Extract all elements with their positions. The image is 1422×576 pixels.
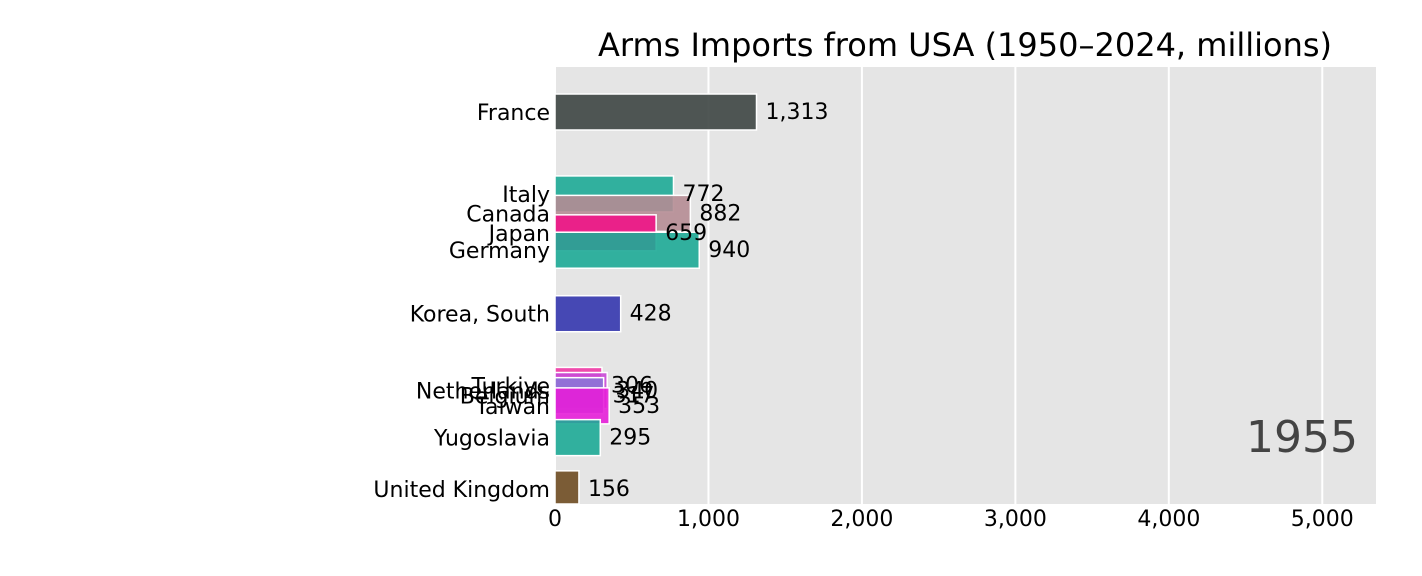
value-label: 340 <box>616 379 658 404</box>
bars-group <box>554 93 758 505</box>
category-label: Turkiye <box>471 374 551 399</box>
value-label: 1,313 <box>765 100 828 125</box>
category-label: Belgium <box>460 385 550 410</box>
x-axis-ticks: 0 1,000 2,000 3,000 4,000 5,000 <box>548 507 1354 532</box>
bar <box>554 231 701 269</box>
value-label: 156 <box>588 477 630 502</box>
value-label: 772 <box>682 182 724 207</box>
value-label: 353 <box>618 394 660 419</box>
chart-title: Arms Imports from USA (1950–2024, millio… <box>598 26 1332 64</box>
category-label: Japan <box>487 222 550 247</box>
bar <box>554 418 602 457</box>
category-label: Taiwan <box>474 395 550 420</box>
year-label: 1955 <box>1246 412 1358 463</box>
x-tick-label: 2,000 <box>830 507 893 532</box>
bar <box>554 470 580 505</box>
value-label: 317 <box>613 384 655 409</box>
value-label: 940 <box>708 238 750 263</box>
category-label: Canada <box>466 202 550 227</box>
value-label: 882 <box>699 201 741 226</box>
category-label: Yugoslavia <box>433 427 550 452</box>
category-label: Italy <box>502 183 550 208</box>
category-label: Korea, South <box>410 303 550 328</box>
grid-lines <box>554 67 1324 504</box>
x-tick-label: 4,000 <box>1137 507 1200 532</box>
x-tick-label: 5,000 <box>1291 507 1354 532</box>
bar <box>554 93 758 131</box>
x-tick-label: 1,000 <box>677 507 740 532</box>
x-tick-label: 0 <box>548 507 562 532</box>
bar <box>554 387 610 425</box>
value-label: 306 <box>611 373 653 398</box>
plot-panel <box>555 67 1376 504</box>
category-label: Germany <box>449 239 550 264</box>
category-label: United Kingdom <box>373 478 550 503</box>
x-tick-label: 3,000 <box>984 507 1047 532</box>
value-label: 659 <box>665 221 707 246</box>
category-label: France <box>477 101 550 126</box>
category-label: Netherlands <box>416 380 550 405</box>
bar <box>554 294 622 333</box>
value-label: 295 <box>609 426 651 451</box>
value-label: 428 <box>630 302 672 327</box>
